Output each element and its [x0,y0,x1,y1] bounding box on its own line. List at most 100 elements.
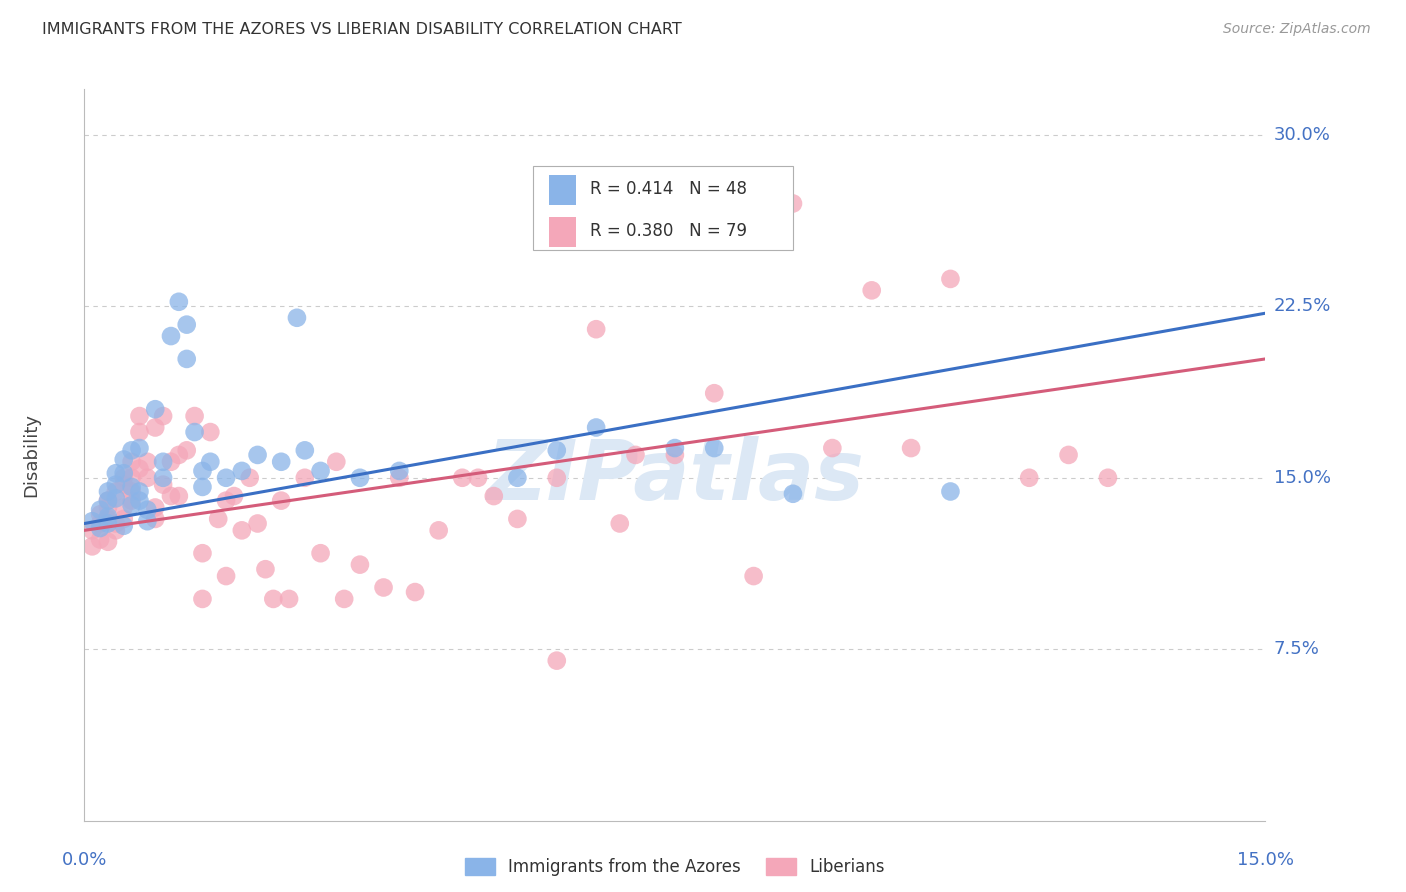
Point [200,425,222,439]
Point [200,455,222,469]
Point [294,443,316,458]
Point [215,493,238,508]
Point [97,509,120,524]
Point [104,477,127,491]
Point [664,448,686,462]
Legend: Immigrants from the Azores, Liberians: Immigrants from the Azores, Liberians [458,851,891,883]
Point [309,546,332,560]
Point [121,480,143,494]
Text: 15.0%: 15.0% [1274,469,1330,487]
Point [121,471,143,485]
Point [143,512,166,526]
Point [278,591,301,606]
Point [506,512,529,526]
Point [128,425,150,439]
Point [136,502,159,516]
Point [285,310,308,325]
Point [143,420,166,434]
Point [136,514,159,528]
Point [254,562,277,576]
Text: IMMIGRANTS FROM THE AZORES VS LIBERIAN DISABILITY CORRELATION CHART: IMMIGRANTS FROM THE AZORES VS LIBERIAN D… [42,22,682,37]
Point [939,484,962,499]
Point [104,491,127,506]
Text: Disability: Disability [22,413,41,497]
Point [624,448,647,462]
Point [89,521,111,535]
Point [191,464,214,478]
Text: R = 0.380   N = 79: R = 0.380 N = 79 [591,222,747,240]
Point [128,409,150,423]
Text: ZIPatlas: ZIPatlas [486,436,863,517]
Point [451,471,474,485]
Point [160,489,183,503]
Point [176,443,198,458]
Point [270,455,292,469]
Point [325,455,347,469]
Point [262,591,284,606]
Point [1057,448,1080,462]
Point [128,484,150,499]
Point [207,512,229,526]
Point [176,318,198,332]
Point [89,502,111,516]
Point [703,386,725,401]
Text: 22.5%: 22.5% [1274,297,1331,316]
Bar [548,175,576,205]
Point [89,516,111,531]
Point [546,654,568,668]
Point [742,569,765,583]
Point [97,484,120,499]
Point [143,500,166,515]
Text: 30.0%: 30.0% [1274,126,1330,144]
Point [167,294,190,309]
Point [349,558,371,572]
Point [104,524,127,538]
Point [152,409,174,423]
Point [467,471,489,485]
Point [546,443,568,458]
Point [191,546,214,560]
Point [89,533,111,547]
Point [152,477,174,491]
Point [143,402,166,417]
Point [939,272,962,286]
FancyBboxPatch shape [533,166,793,250]
Point [121,484,143,499]
Point [104,484,127,499]
Point [782,487,804,501]
Point [128,461,150,475]
Point [176,351,198,366]
Point [121,443,143,458]
Point [664,441,686,455]
Point [160,455,183,469]
Point [782,196,804,211]
Text: 15.0%: 15.0% [1237,851,1294,869]
Point [121,493,143,508]
Point [167,489,190,503]
Point [152,471,174,485]
Point [703,441,725,455]
Bar [548,217,576,247]
Point [585,420,607,434]
Point [112,466,135,480]
Point [112,512,135,526]
Point [191,591,214,606]
Point [900,441,922,455]
Point [89,508,111,522]
Point [82,514,104,528]
Point [97,493,120,508]
Point [136,471,159,485]
Point [404,585,426,599]
Point [585,322,607,336]
Point [128,441,150,455]
Point [97,493,120,508]
Point [1018,471,1040,485]
Point [104,516,127,531]
Point [191,480,214,494]
Point [112,500,135,515]
Point [546,471,568,485]
Text: 7.5%: 7.5% [1274,640,1320,658]
Point [82,539,104,553]
Point [112,518,135,533]
Point [349,471,371,485]
